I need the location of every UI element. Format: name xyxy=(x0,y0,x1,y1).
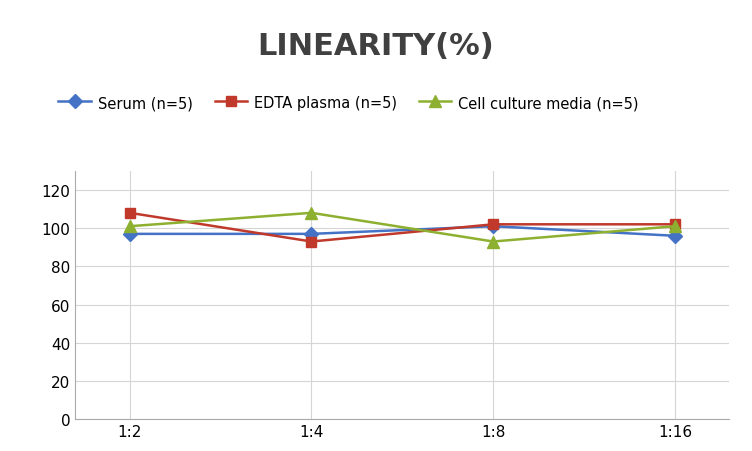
Cell culture media (n=5) xyxy=(125,224,134,230)
Serum (n=5) xyxy=(671,234,680,239)
Text: LINEARITY(%): LINEARITY(%) xyxy=(258,32,494,60)
EDTA plasma (n=5) xyxy=(307,239,316,245)
Cell culture media (n=5) xyxy=(307,211,316,216)
Legend: Serum (n=5), EDTA plasma (n=5), Cell culture media (n=5): Serum (n=5), EDTA plasma (n=5), Cell cul… xyxy=(53,90,644,117)
EDTA plasma (n=5) xyxy=(125,211,134,216)
Serum (n=5) xyxy=(489,224,498,230)
Line: Cell culture media (n=5): Cell culture media (n=5) xyxy=(124,208,681,248)
EDTA plasma (n=5) xyxy=(489,222,498,227)
Cell culture media (n=5) xyxy=(489,239,498,245)
EDTA plasma (n=5) xyxy=(671,222,680,227)
Line: Serum (n=5): Serum (n=5) xyxy=(125,222,680,241)
Serum (n=5) xyxy=(125,232,134,237)
Line: EDTA plasma (n=5): EDTA plasma (n=5) xyxy=(125,208,680,247)
Serum (n=5) xyxy=(307,232,316,237)
Cell culture media (n=5) xyxy=(671,224,680,230)
